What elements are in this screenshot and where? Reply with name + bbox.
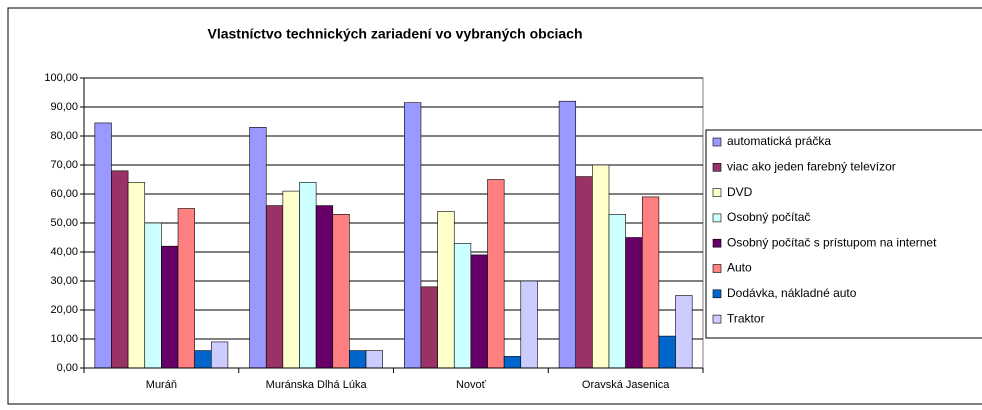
bar xyxy=(404,102,422,369)
bar xyxy=(249,127,267,369)
y-tick-label: 20,00 xyxy=(50,304,78,316)
bar xyxy=(210,341,229,369)
bar xyxy=(265,205,284,369)
bar xyxy=(315,205,334,369)
y-tick-label: 60,00 xyxy=(50,188,78,200)
x-tick-label: Novoť xyxy=(456,379,487,391)
y-tick-label: 0,00 xyxy=(57,362,78,374)
legend-label: Auto xyxy=(727,261,752,275)
bar xyxy=(420,286,438,369)
bar xyxy=(625,237,643,369)
y-tick-label: 10,00 xyxy=(50,333,78,345)
bar xyxy=(161,245,179,369)
bar xyxy=(332,214,350,369)
bar xyxy=(282,190,300,369)
bar xyxy=(349,350,367,369)
bar xyxy=(177,208,195,369)
bar xyxy=(675,295,693,369)
legend-swatch xyxy=(712,163,722,172)
bar xyxy=(558,100,577,369)
y-tick-label: 100,00 xyxy=(44,72,78,84)
legend-swatch xyxy=(712,289,722,299)
legend-label: Dodávka, nákladné auto xyxy=(727,286,857,300)
legend-swatch xyxy=(712,314,722,324)
y-tick-label: 80,00 xyxy=(50,130,78,142)
legend-label: Traktor xyxy=(727,311,765,325)
bar xyxy=(127,182,146,369)
bar xyxy=(641,196,660,369)
y-tick-label: 90,00 xyxy=(50,101,78,113)
x-tick-label: Muránska Dlhá Lúka xyxy=(266,379,368,391)
legend-label: DVD xyxy=(727,185,753,199)
x-tick-label: Oravská Jasenica xyxy=(582,379,670,391)
bar xyxy=(470,254,488,369)
y-tick-label: 50,00 xyxy=(50,217,78,229)
y-tick-label: 30,00 xyxy=(50,275,78,287)
legend-label: automatická práčka xyxy=(727,134,831,148)
bar xyxy=(144,222,162,369)
legend-swatch xyxy=(712,238,722,248)
legend-swatch xyxy=(712,213,722,223)
bar xyxy=(575,176,593,369)
legend-label: viac ako jeden farebný televízor xyxy=(727,159,896,173)
legend-box xyxy=(705,129,982,339)
legend-swatch xyxy=(712,188,722,197)
bar xyxy=(503,356,522,369)
bar xyxy=(111,170,129,369)
bar xyxy=(299,182,317,369)
y-tick-label: 70,00 xyxy=(50,159,78,171)
x-tick-label: Muráň xyxy=(146,379,177,391)
bar xyxy=(487,179,505,369)
legend-label: Osobný počítač s prístupom na internet xyxy=(727,235,937,249)
chart-title: Vlastníctvo technických zariadení vo vyb… xyxy=(207,26,582,42)
bar xyxy=(365,350,383,369)
bar xyxy=(608,214,626,369)
bar xyxy=(437,211,455,369)
bar xyxy=(94,122,112,369)
bar xyxy=(658,335,676,369)
bar xyxy=(520,280,538,369)
bar xyxy=(453,243,472,369)
legend-swatch xyxy=(712,137,722,147)
bar xyxy=(592,164,610,369)
y-tick-label: 40,00 xyxy=(50,246,78,258)
legend-swatch xyxy=(712,264,722,273)
legend-label: Osobný počítač xyxy=(727,210,810,224)
bar xyxy=(194,350,212,369)
